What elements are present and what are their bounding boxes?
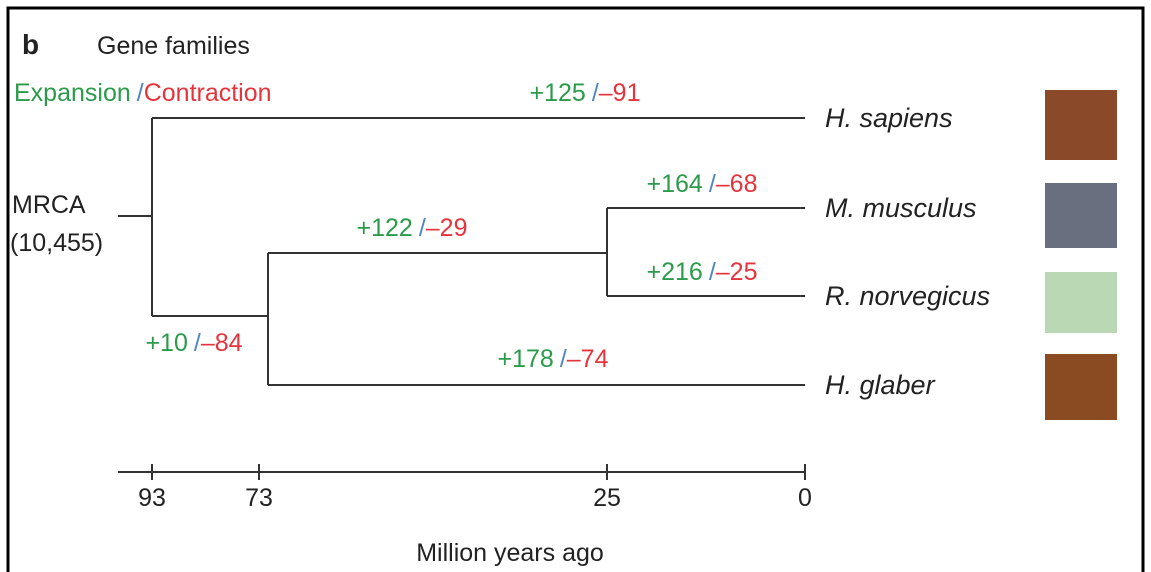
branch-label: +125/–91 xyxy=(530,79,641,107)
separator: / xyxy=(560,345,567,373)
legend: Expansion/Contraction xyxy=(14,79,272,107)
separator: / xyxy=(592,79,599,107)
legend-contraction: Contraction xyxy=(144,79,272,107)
branch-label: +164/–68 xyxy=(647,170,758,198)
species-label: M. musculus xyxy=(825,193,977,223)
gain: +125 xyxy=(530,79,586,107)
species-image xyxy=(1045,90,1117,160)
gain: +10 xyxy=(145,329,187,357)
separator: / xyxy=(709,258,716,286)
gain: +164 xyxy=(647,170,703,198)
species-image xyxy=(1045,183,1117,248)
loss: –74 xyxy=(567,345,609,373)
loss: –29 xyxy=(426,214,468,242)
separator: / xyxy=(709,170,716,198)
root-label: MRCA xyxy=(12,191,86,219)
gain: +122 xyxy=(357,214,413,242)
species-label: H. sapiens xyxy=(825,103,953,133)
loss: –25 xyxy=(716,258,758,286)
species-label: R. norvegicus xyxy=(825,281,990,311)
species-image xyxy=(1045,354,1117,420)
species-images xyxy=(1045,90,1117,420)
loss: –84 xyxy=(201,329,243,357)
panel-label: b xyxy=(22,29,39,60)
species-image xyxy=(1045,272,1117,333)
separator: / xyxy=(419,214,426,242)
loss: –68 xyxy=(716,170,758,198)
figure: b Gene families Expansion/Contraction MR… xyxy=(0,0,1151,572)
tick-label: 25 xyxy=(593,484,621,512)
branch-label: +216/–25 xyxy=(647,258,758,286)
branch-label: +122/–29 xyxy=(357,214,468,242)
axis-label: Million years ago xyxy=(416,539,604,567)
branch-label: +10/–84 xyxy=(145,329,242,357)
branch-label: +178/–74 xyxy=(498,345,609,373)
tick-label: 73 xyxy=(245,484,273,512)
legend-separator: / xyxy=(137,79,144,107)
gain: +216 xyxy=(647,258,703,286)
title: Gene families xyxy=(97,32,250,60)
gain: +178 xyxy=(498,345,554,373)
separator: / xyxy=(194,329,201,357)
legend-expansion: Expansion xyxy=(14,79,131,107)
tick-label: 93 xyxy=(138,484,166,512)
tick-label: 0 xyxy=(798,484,812,512)
species-label: H. glaber xyxy=(825,370,936,400)
root-families: (10,455) xyxy=(10,229,103,257)
loss: –91 xyxy=(599,79,641,107)
